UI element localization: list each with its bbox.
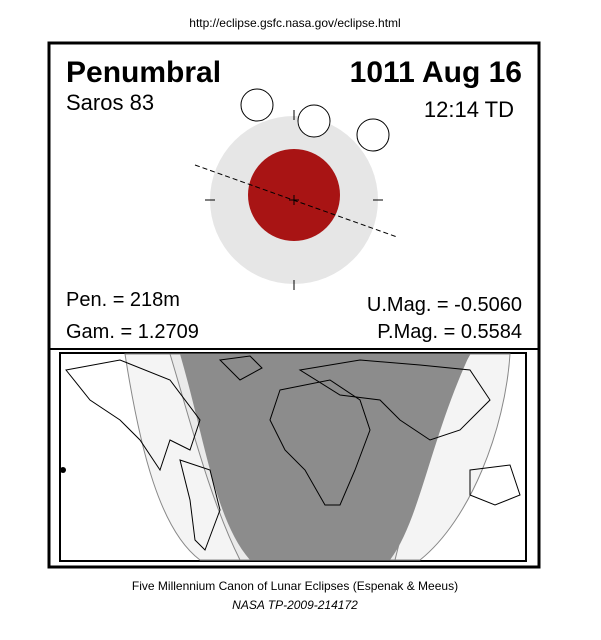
footer-reference: NASA TP-2009-214172 [232, 598, 358, 612]
moon-path [194, 164, 398, 238]
saros: Saros 83 [66, 90, 154, 115]
pen-duration: Pen. = 218m [66, 289, 180, 311]
umbral-magnitude: U.Mag. = -0.5060 [367, 294, 522, 316]
url: http://eclipse.gsfc.nasa.gov/eclipse.htm… [189, 16, 400, 30]
eclipse-date: 1011 Aug 16 [350, 56, 522, 89]
time: 12:14 TD [424, 97, 514, 122]
moon [240, 88, 274, 122]
map [59, 352, 527, 562]
axis-ticks [205, 110, 383, 290]
footer-title: Five Millennium Canon of Lunar Eclipses … [132, 579, 458, 593]
eclipse-type: Penumbral [66, 56, 221, 89]
penumbral-magnitude: P.Mag. = 0.5584 [377, 321, 522, 343]
frame [47, 41, 541, 569]
moon [297, 104, 331, 138]
gamma: Gam. = 1.2709 [66, 321, 199, 343]
moon [356, 118, 390, 152]
